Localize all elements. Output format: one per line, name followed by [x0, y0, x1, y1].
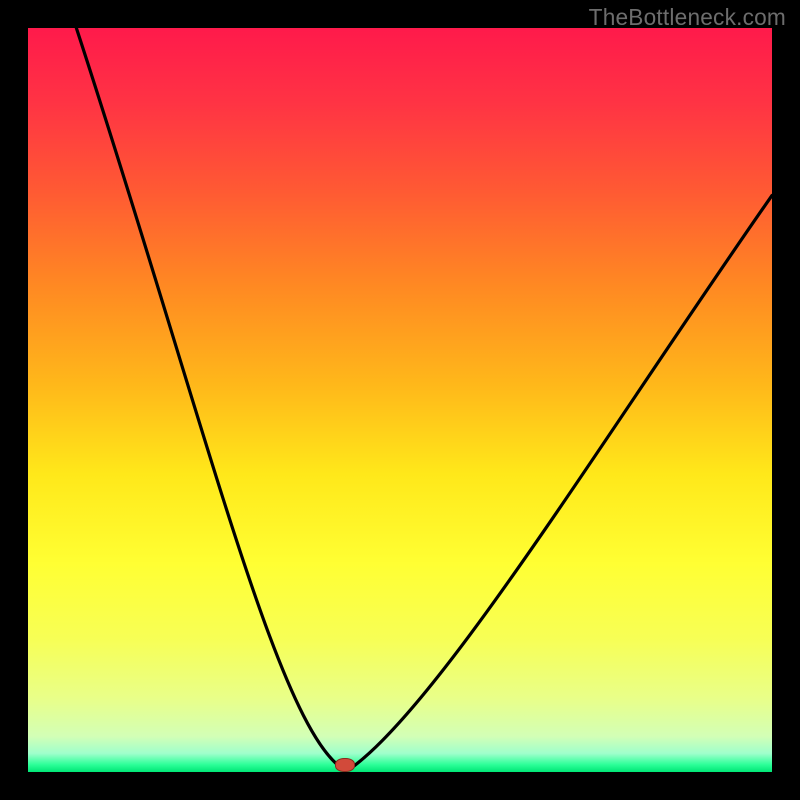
watermark-text: TheBottleneck.com	[589, 4, 786, 31]
plot-area	[28, 28, 772, 772]
bottleneck-curve	[28, 28, 772, 772]
optimal-point-marker	[335, 758, 355, 772]
chart-frame: TheBottleneck.com	[0, 0, 800, 800]
curve-path	[76, 28, 772, 766]
